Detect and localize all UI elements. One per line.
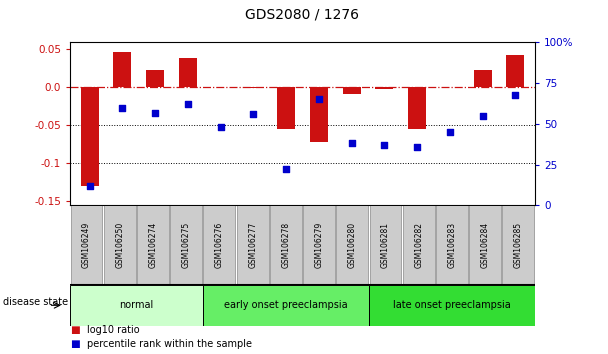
- Bar: [237, 205, 269, 285]
- Text: GSM106282: GSM106282: [414, 222, 423, 268]
- Bar: [342, 87, 361, 95]
- Text: ■: ■: [70, 339, 80, 349]
- Text: GSM106274: GSM106274: [148, 222, 157, 268]
- Point: [478, 113, 488, 119]
- Bar: [310, 87, 328, 142]
- Bar: [270, 205, 302, 285]
- Bar: [277, 87, 295, 129]
- Point: [183, 102, 193, 107]
- Bar: [436, 205, 468, 285]
- Text: early onset preeclampsia: early onset preeclampsia: [224, 300, 348, 310]
- Bar: [403, 205, 435, 285]
- Text: ■: ■: [70, 325, 80, 335]
- Bar: [336, 205, 368, 285]
- Text: GSM106279: GSM106279: [314, 222, 323, 268]
- Bar: [369, 285, 535, 326]
- Point: [379, 142, 389, 148]
- Bar: [303, 205, 335, 285]
- Point: [249, 111, 258, 117]
- Text: GDS2080 / 1276: GDS2080 / 1276: [246, 7, 359, 21]
- Text: GSM106284: GSM106284: [481, 222, 489, 268]
- Bar: [506, 55, 524, 87]
- Text: GSM106277: GSM106277: [248, 222, 257, 268]
- Bar: [204, 205, 235, 285]
- Text: log10 ratio: log10 ratio: [87, 325, 140, 335]
- Bar: [81, 87, 98, 186]
- Point: [445, 129, 455, 135]
- Point: [216, 124, 226, 130]
- Bar: [502, 205, 534, 285]
- Text: percentile rank within the sample: percentile rank within the sample: [87, 339, 252, 349]
- Bar: [408, 87, 426, 129]
- Text: GSM106249: GSM106249: [82, 222, 91, 268]
- Bar: [375, 87, 393, 89]
- Bar: [170, 205, 202, 285]
- Text: GSM106280: GSM106280: [348, 222, 357, 268]
- Bar: [71, 205, 103, 285]
- Text: GSM106250: GSM106250: [116, 222, 124, 268]
- Text: GSM106283: GSM106283: [447, 222, 457, 268]
- Bar: [104, 205, 136, 285]
- Bar: [469, 205, 501, 285]
- Bar: [203, 285, 369, 326]
- Text: GSM106276: GSM106276: [215, 222, 224, 268]
- Point: [85, 183, 94, 189]
- Point: [314, 97, 323, 102]
- Bar: [370, 205, 401, 285]
- Text: disease state: disease state: [3, 297, 68, 307]
- Text: late onset preeclampsia: late onset preeclampsia: [393, 300, 511, 310]
- Text: GSM106278: GSM106278: [282, 222, 291, 268]
- Text: GSM106281: GSM106281: [381, 222, 390, 268]
- Point: [150, 110, 160, 115]
- Bar: [113, 52, 131, 87]
- Text: normal: normal: [119, 300, 153, 310]
- Bar: [179, 58, 197, 87]
- Bar: [474, 70, 492, 87]
- Bar: [70, 285, 203, 326]
- Point: [282, 167, 291, 172]
- Bar: [137, 205, 169, 285]
- Point: [117, 105, 127, 110]
- Point: [347, 141, 356, 146]
- Text: GSM106285: GSM106285: [514, 222, 523, 268]
- Point: [511, 92, 520, 97]
- Text: GSM106275: GSM106275: [182, 222, 191, 268]
- Bar: [146, 70, 164, 87]
- Point: [412, 144, 422, 149]
